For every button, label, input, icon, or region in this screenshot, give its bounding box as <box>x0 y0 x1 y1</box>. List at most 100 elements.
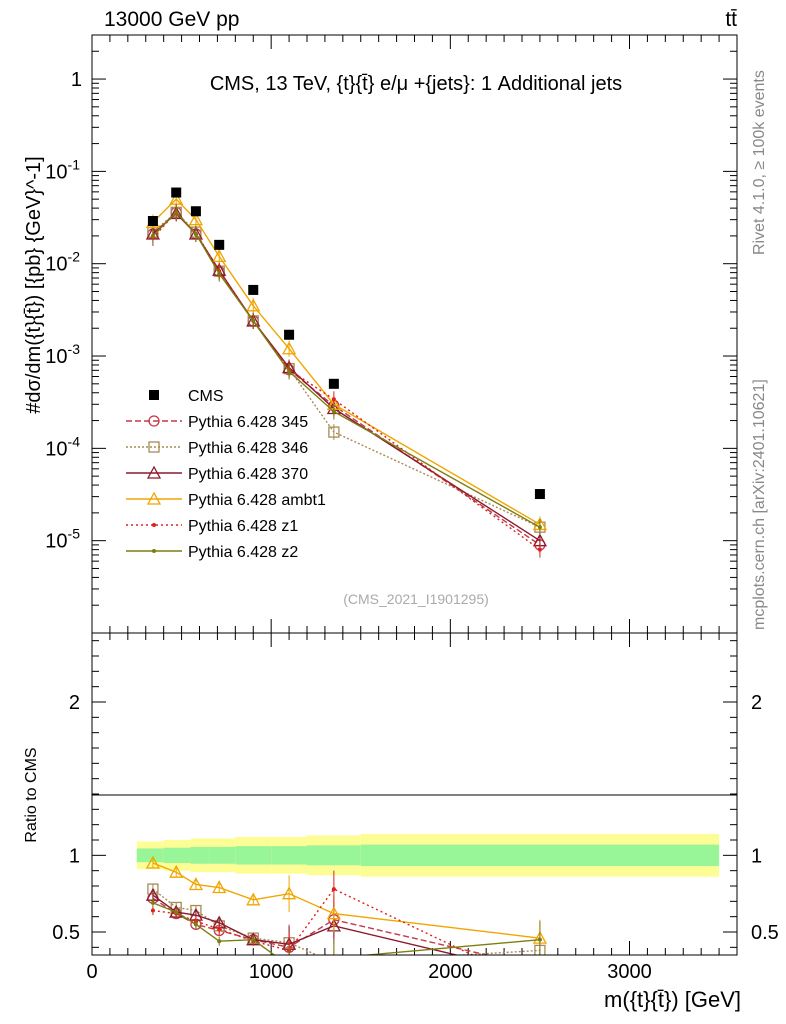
data-point <box>171 187 182 198</box>
ratio-line <box>152 902 540 955</box>
plot-title: CMS, 13 TeV, {t}{t̄} e/μ +{jets}: 1 Addi… <box>210 73 622 95</box>
point <box>534 969 546 980</box>
ratio-y-tick-label-right: 1 <box>751 845 762 867</box>
point <box>281 886 297 900</box>
point <box>169 191 184 205</box>
legend-item: Pythia 6.428 z1 <box>126 518 298 535</box>
point <box>326 906 341 920</box>
x-tick-label: 0 <box>86 961 97 983</box>
y-axis-label-text: #dσ/dm({t}{t̄}) [{pb} {GeV}^-1] <box>23 156 45 413</box>
legend-item: Pythia 6.428 ambt1 <box>126 491 326 509</box>
legend-label: Pythia 6.428 z2 <box>188 544 298 561</box>
uncertainty-band-inner <box>190 846 209 864</box>
series-pythia-6-428-z2 <box>150 204 542 536</box>
point <box>174 210 179 215</box>
y-tick-label: 10-1 <box>45 156 80 183</box>
legend-item: Pythia 6.428 345 <box>126 414 308 431</box>
point <box>169 864 184 878</box>
ratio-line <box>152 888 474 955</box>
data-point <box>534 489 545 500</box>
point <box>217 939 222 944</box>
header-left: 13000 GeV pp <box>104 8 239 31</box>
rivet-label-text: Rivet 4.1.0, ≥ 100k events <box>751 70 768 255</box>
mcplots-label: mcplots.cern.ch [arXiv:2401.10621] <box>751 379 768 630</box>
point <box>152 549 156 553</box>
series-cms <box>147 187 545 500</box>
ratio-y-tick-label: 1 <box>69 845 80 867</box>
uncertainty-band-inner <box>136 848 164 863</box>
point <box>332 956 336 960</box>
data-point <box>190 206 201 217</box>
series-line <box>152 211 541 528</box>
legend: CMS Pythia 6.428 345 Pythia 6.428 346 Pythi… <box>126 388 326 561</box>
ratio-y-tick-label: 2 <box>69 692 80 714</box>
uncertainty-band-inner <box>360 844 720 867</box>
point <box>193 231 198 236</box>
point <box>193 922 198 927</box>
uncertainty-band-inner <box>208 846 236 864</box>
point <box>251 937 256 942</box>
point <box>251 318 256 323</box>
point <box>246 892 261 906</box>
ratio-pythia-6-428-z1 <box>150 870 542 989</box>
rivet-label: Rivet 4.1.0, ≥ 100k events <box>751 70 768 255</box>
y-tick-label: 10-2 <box>45 249 80 276</box>
x-tick-label: 3000 <box>607 961 652 983</box>
ratio-line <box>152 897 490 955</box>
point <box>150 908 155 913</box>
series-line <box>152 198 541 526</box>
legend-marker <box>149 390 159 400</box>
x-axis-label: m({t}{t̄}) [GeV] <box>604 987 741 1012</box>
point <box>188 212 204 226</box>
point <box>281 341 297 355</box>
point <box>329 958 339 968</box>
legend-item: Pythia 6.428 346 <box>126 440 308 457</box>
mcplots-label-text: mcplots.cern.ch [arXiv:2401.10621] <box>751 379 768 630</box>
ratio-pythia-6-428-z2 <box>150 898 542 960</box>
point <box>146 465 162 479</box>
y-tick-label: 10-4 <box>45 433 80 460</box>
data-point <box>147 216 158 227</box>
point <box>212 880 227 894</box>
ratio-frame <box>91 632 738 956</box>
ratio-y-tick-label-right: 0.5 <box>751 922 779 944</box>
legend-label: CMS <box>188 388 224 405</box>
legend-item: Pythia 6.428 z2 <box>126 544 298 561</box>
point <box>535 962 545 972</box>
ratio-panel: 0.5 0.5 1 1 2 2 0 1000 2000 3000 <box>52 632 779 989</box>
point <box>148 441 160 453</box>
legend-item: Pythia 6.428 370 <box>126 465 308 483</box>
y-tick-label: 10-5 <box>45 526 80 553</box>
point <box>212 249 227 263</box>
ratio-y-label: Ratio to CMS <box>23 747 40 842</box>
data-point <box>248 284 259 295</box>
uncertainty-band-inner <box>163 847 191 863</box>
point <box>174 910 179 915</box>
ratio-line <box>152 888 540 955</box>
y-tick-label: 1 <box>71 69 82 91</box>
point <box>148 415 160 427</box>
series-line <box>152 211 541 528</box>
ratio-y-tick-label: 0.5 <box>52 922 80 944</box>
ratio-pythia-6-428-370 <box>145 887 546 980</box>
ratio-pythia-6-428-345 <box>147 892 545 972</box>
point <box>537 937 542 942</box>
point <box>537 547 542 552</box>
legend-label: Pythia 6.428 346 <box>188 440 308 457</box>
legend-label: Pythia 6.428 z1 <box>188 518 298 535</box>
point <box>328 426 340 438</box>
ratio-line <box>152 862 540 939</box>
point <box>331 887 336 892</box>
data-point <box>328 378 339 389</box>
point <box>246 298 261 312</box>
header-right: tt̄ <box>725 8 737 31</box>
point <box>538 985 542 989</box>
uncertainty-band-inner <box>235 846 272 865</box>
point <box>150 900 155 905</box>
uncertainty-band-inner <box>271 846 307 865</box>
ratio-y-tick-label-right: 2 <box>751 692 762 714</box>
analysis-watermark: (CMS_2021_I1901295) <box>343 591 489 607</box>
legend-label: Pythia 6.428 345 <box>188 414 308 431</box>
x-tick-label: 1000 <box>249 961 294 983</box>
